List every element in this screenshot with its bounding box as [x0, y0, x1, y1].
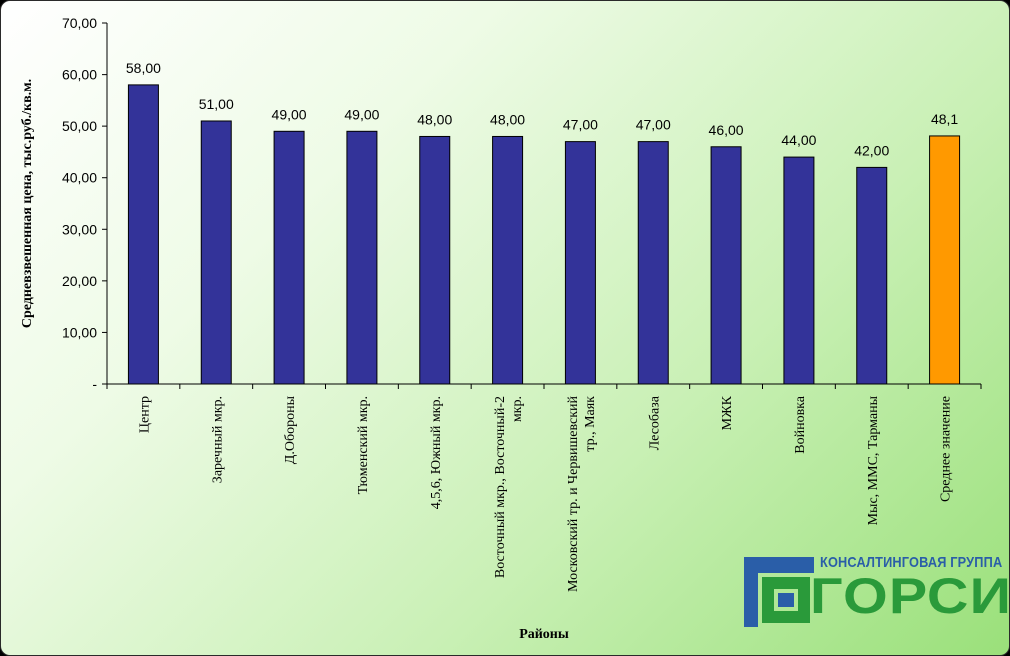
x-tick-label-line: Среднее значение: [939, 396, 954, 502]
bar: [273, 130, 305, 385]
x-tick-label: МЖК: [720, 395, 735, 430]
bar: [929, 135, 961, 385]
x-tick-label: Восточный мкр., Восточный-2 мкр.: [493, 396, 525, 578]
x-tick-label-line: мкр.: [510, 396, 525, 422]
bar: [419, 135, 451, 385]
y-tick-label: 60,00: [62, 67, 97, 83]
data-label: 58,00: [126, 60, 161, 76]
x-tick-label-line: Московский тр. и Червишевский: [566, 395, 581, 592]
x-tick-label-line: Тюменский мкр.: [356, 396, 371, 494]
x-tick-label-line: Заречный мкр.: [210, 396, 225, 483]
x-tick-label-line: 4,5,6, Южный мкр.: [429, 396, 444, 509]
y-axis-title: Средневзвешенная цена, тыс.руб./кв.м.: [20, 79, 35, 328]
bar: [200, 120, 232, 385]
y-tick-label: -: [92, 376, 97, 392]
data-label: 48,00: [490, 111, 525, 127]
y-tick-label: 20,00: [62, 273, 97, 289]
bar: [637, 141, 669, 385]
bar: [127, 84, 159, 385]
chart-axes: - 10,00 20,00 30,00 40,00 50,00 60,00 70,00: [62, 15, 982, 392]
logo-mark-icon: [744, 557, 814, 627]
x-tick-label: Войновка: [793, 395, 808, 454]
data-label: 48,00: [417, 111, 452, 127]
bar: [783, 156, 815, 385]
y-tick-label: 10,00: [62, 324, 97, 340]
x-tick-label-line: Мыс, ММС, Тарманы: [866, 395, 881, 525]
bar: [492, 135, 524, 385]
data-label: 48,1: [931, 111, 958, 127]
data-label: 47,00: [636, 117, 671, 133]
x-tick-label: Среднее значение: [939, 396, 954, 502]
x-tick-label: Лесобаза: [647, 395, 662, 450]
logo-main-text: ГОРСИ: [810, 568, 1010, 624]
y-tick-label: 50,00: [62, 118, 97, 134]
x-tick-label: Московский тр. и Червишевский тр., Маяк: [566, 395, 598, 592]
x-tick-label-line: МЖК: [720, 395, 735, 430]
data-label: 51,00: [199, 96, 234, 112]
data-label: 46,00: [709, 122, 744, 138]
y-tick-label: 30,00: [62, 221, 97, 237]
x-axis-title: Районы: [519, 627, 569, 642]
logo-top-text: КОНСАЛТИНГОВАЯ ГРУППА: [820, 554, 1003, 571]
data-label: 47,00: [563, 117, 598, 133]
x-tick-label: Заречный мкр.: [210, 396, 225, 483]
x-tick-label: Центр: [137, 396, 152, 433]
bar: [856, 166, 888, 385]
data-label: 42,00: [854, 142, 889, 158]
x-tick-label-line: тр., Маяк: [583, 396, 598, 452]
data-label: 44,00: [781, 132, 816, 148]
y-tick-label: 70,00: [62, 15, 97, 31]
x-tick-label: Мыс, ММС, Тарманы: [866, 395, 881, 525]
chart-labels: 58,00 Центр 51,00 Заречный мкр. 49,00 Д.Оборо…: [126, 60, 959, 592]
bar: [564, 141, 596, 385]
x-tick-label-line: Восточный мкр., Восточный-2: [493, 396, 508, 578]
bar: [710, 146, 742, 385]
x-tick-label-line: Центр: [137, 396, 152, 433]
data-label: 49,00: [344, 106, 379, 122]
x-tick-label-line: Войновка: [793, 395, 808, 454]
x-tick-label-line: Д.Обороны: [283, 395, 298, 464]
bar: [346, 130, 378, 385]
chart-bars: [127, 84, 961, 385]
y-tick-label: 40,00: [62, 170, 97, 186]
company-logo: КОНСАЛТИНГОВАЯ ГРУППА ГОРСИ: [744, 554, 1009, 627]
x-tick-label: Д.Обороны: [283, 395, 298, 464]
data-label: 49,00: [272, 106, 307, 122]
x-tick-label: Тюменский мкр.: [356, 396, 371, 494]
x-tick-label-line: Лесобаза: [647, 395, 662, 450]
x-tick-label: 4,5,6, Южный мкр.: [429, 396, 444, 509]
